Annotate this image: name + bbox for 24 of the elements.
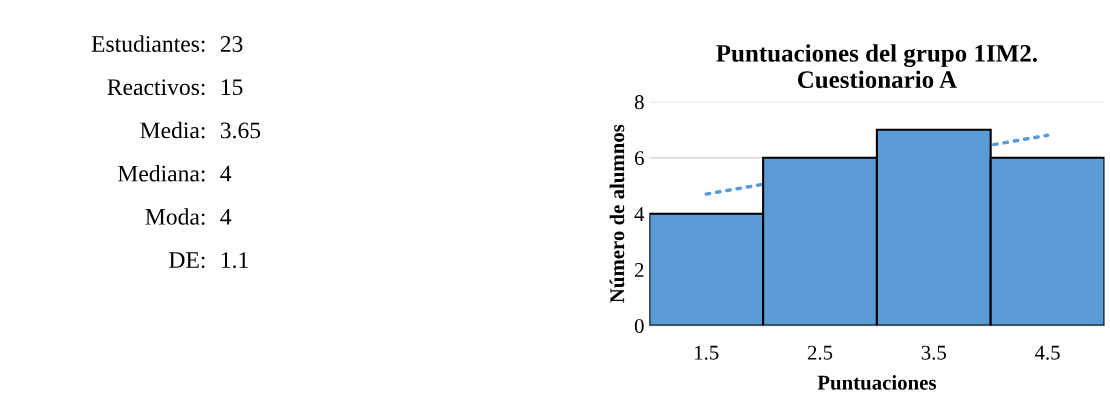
x-tick-label: 1.5 bbox=[695, 345, 719, 360]
y-tick-label: 4 bbox=[634, 207, 645, 221]
x-tick-label: 4.5 bbox=[1034, 345, 1060, 360]
y-tick-label: 0 bbox=[634, 318, 644, 334]
text: 1.1 bbox=[221, 252, 248, 269]
text: Estudiantes: bbox=[91, 35, 205, 52]
y-tick-label: 8 bbox=[634, 95, 644, 110]
y-tick-label: 2 bbox=[634, 263, 644, 277]
text: Moda: bbox=[145, 208, 205, 225]
text: 23 bbox=[220, 36, 243, 52]
text: 15 bbox=[221, 79, 243, 96]
text: DE: bbox=[169, 252, 205, 269]
x-axis-title: Puntuaciones bbox=[817, 375, 937, 390]
text: 4 bbox=[220, 165, 232, 182]
chart-title: Puntuaciones del grupo 1IM2. Cuestionario A bbox=[716, 44, 1037, 89]
text: 3.65 bbox=[220, 122, 261, 139]
y-axis-title: Número de alumnos bbox=[609, 124, 625, 303]
x-tick-label: 3.5 bbox=[921, 345, 946, 360]
x-tick-label: 2.5 bbox=[807, 345, 833, 360]
text: Mediana: bbox=[117, 164, 205, 182]
y-tick-label: 6 bbox=[634, 151, 644, 166]
text: Media: bbox=[140, 121, 205, 139]
text: Reactivos: bbox=[107, 79, 205, 96]
text: 4 bbox=[220, 209, 232, 225]
